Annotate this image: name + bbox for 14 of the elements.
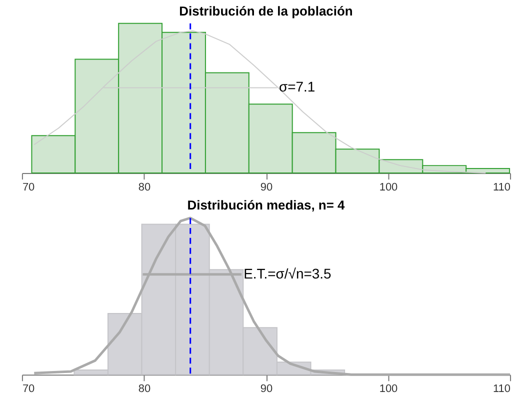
x-tick-label: 100 — [379, 182, 398, 194]
chart-title: Distribución de la población — [179, 4, 353, 19]
x-tick-label: 80 — [138, 383, 151, 396]
chart-title: Distribución medias, n= 4 — [187, 198, 346, 213]
x-tick-label: 90 — [260, 383, 273, 396]
x-tick-label: 110 — [493, 383, 511, 396]
x-tick-label: 70 — [22, 383, 35, 396]
annotation: E.T.=σ/√n=3.5 — [244, 265, 332, 282]
annotation: σ=7.1 — [278, 78, 316, 95]
x-tick-label: 80 — [138, 182, 151, 194]
x-tick-label: 100 — [379, 383, 398, 396]
x-tick-label: 110 — [493, 182, 511, 194]
x-tick-label: 90 — [260, 182, 273, 194]
x-tick-label: 70 — [22, 182, 35, 194]
